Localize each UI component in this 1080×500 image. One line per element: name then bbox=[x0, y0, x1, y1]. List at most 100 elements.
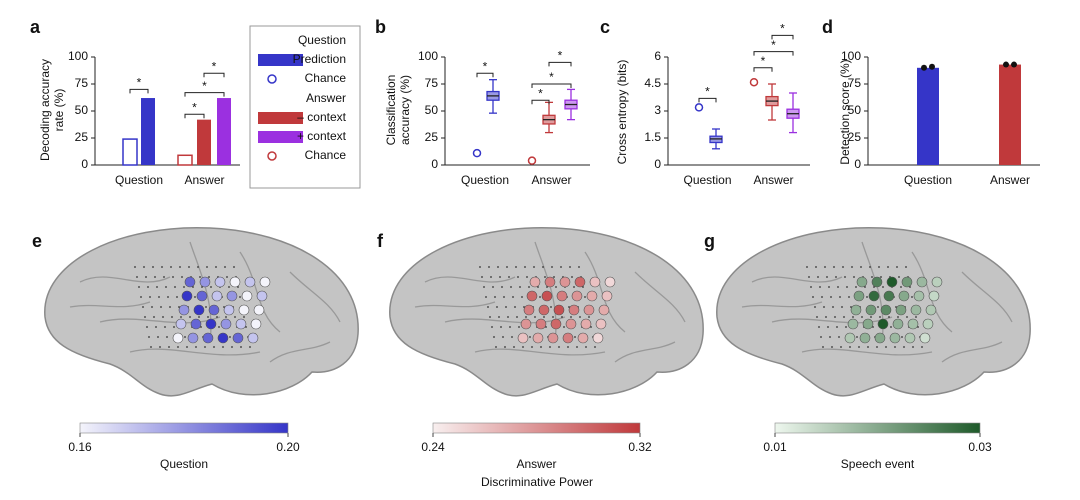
panel-letter: b bbox=[375, 17, 386, 37]
electrode bbox=[565, 318, 577, 330]
grid-dot bbox=[915, 316, 917, 318]
electrode bbox=[568, 304, 580, 316]
significance-bracket bbox=[476, 72, 494, 78]
electrode bbox=[580, 318, 592, 330]
electrode bbox=[202, 332, 214, 344]
electrode bbox=[214, 276, 226, 288]
grid-dot bbox=[848, 296, 850, 298]
grid-dot bbox=[146, 326, 148, 328]
grid-dot bbox=[867, 346, 869, 348]
grid-dot bbox=[542, 266, 544, 268]
grid-dot bbox=[151, 306, 153, 308]
electrode bbox=[523, 304, 535, 316]
significance-bracket bbox=[771, 34, 794, 40]
brain bbox=[389, 226, 704, 397]
electrode bbox=[547, 332, 559, 344]
electrode bbox=[880, 304, 892, 316]
grid-dot bbox=[860, 266, 862, 268]
grid-dot bbox=[528, 286, 530, 288]
brain-sulcus bbox=[771, 316, 893, 324]
grid-dot bbox=[826, 276, 828, 278]
grid-dot bbox=[824, 266, 826, 268]
electrode bbox=[241, 290, 253, 302]
x-tick-label: Question bbox=[115, 173, 163, 187]
grid-dot bbox=[533, 266, 535, 268]
grid-dot bbox=[505, 306, 507, 308]
grid-dot bbox=[156, 286, 158, 288]
electrode bbox=[895, 304, 907, 316]
grid-dot bbox=[150, 346, 152, 348]
legend-marker bbox=[267, 74, 277, 84]
grid-dot bbox=[513, 346, 515, 348]
grid-dot bbox=[498, 316, 500, 318]
grid-dot bbox=[481, 276, 483, 278]
brain-sulcus bbox=[534, 241, 557, 343]
panel-letter: c bbox=[600, 17, 610, 37]
grid-dot bbox=[177, 346, 179, 348]
grid-dot bbox=[188, 266, 190, 268]
grid-dot bbox=[855, 286, 857, 288]
significance-bracket bbox=[698, 97, 717, 103]
significance-bracket bbox=[531, 99, 550, 105]
electrode bbox=[253, 304, 265, 316]
electrode bbox=[901, 276, 913, 288]
grid-dot bbox=[479, 266, 481, 268]
legend-swatch bbox=[258, 54, 303, 66]
bar bbox=[917, 67, 939, 165]
bar bbox=[177, 154, 193, 166]
grid-dot bbox=[543, 316, 545, 318]
grid-dot bbox=[888, 316, 890, 318]
grid-dot bbox=[138, 286, 140, 288]
grid-dot bbox=[539, 296, 541, 298]
electrode bbox=[529, 276, 541, 288]
electrode bbox=[847, 318, 859, 330]
electrode bbox=[931, 276, 943, 288]
panel-letter: d bbox=[822, 17, 833, 37]
y-tick-label: 75 bbox=[75, 76, 89, 90]
grid-dot bbox=[814, 306, 816, 308]
grid-dot bbox=[226, 276, 228, 278]
y-axis-label: Decoding accuracy rate (%) bbox=[38, 58, 66, 162]
grid-dot bbox=[588, 316, 590, 318]
grid-dot bbox=[169, 306, 171, 308]
y-tick-label: 75 bbox=[848, 76, 862, 90]
chance-marker bbox=[527, 156, 537, 165]
electrode bbox=[181, 290, 193, 302]
significance-star: * bbox=[137, 76, 142, 90]
electrode bbox=[853, 290, 865, 302]
grid-dot bbox=[197, 266, 199, 268]
electrode bbox=[904, 332, 916, 344]
panel-letter: g bbox=[704, 231, 715, 251]
grid-dot bbox=[490, 276, 492, 278]
panel-letter: e bbox=[32, 231, 42, 251]
grid-dot bbox=[894, 346, 896, 348]
grid-dot bbox=[216, 316, 218, 318]
electrode bbox=[562, 332, 574, 344]
brain-sulcus bbox=[634, 271, 686, 323]
grid-dot bbox=[896, 266, 898, 268]
electrode bbox=[910, 304, 922, 316]
grid-dot bbox=[488, 266, 490, 268]
brain bbox=[716, 226, 1031, 397]
y-tick-label: 0 bbox=[654, 157, 661, 171]
grid-dot bbox=[224, 266, 226, 268]
y-tick-label: 100 bbox=[68, 49, 88, 63]
grid-dot bbox=[828, 286, 830, 288]
grid-dot bbox=[218, 326, 220, 328]
data-point bbox=[921, 64, 927, 71]
brain-sulcus bbox=[79, 276, 171, 283]
grid-dot bbox=[180, 316, 182, 318]
grid-dot bbox=[573, 286, 575, 288]
legend-swatch bbox=[258, 112, 303, 124]
bar bbox=[217, 98, 231, 165]
electrode bbox=[916, 276, 928, 288]
grid-dot bbox=[213, 346, 215, 348]
grid-dot bbox=[869, 266, 871, 268]
grid-dot bbox=[184, 336, 186, 338]
legend-label: Chance bbox=[305, 148, 347, 162]
grid-dot bbox=[861, 316, 863, 318]
electrode bbox=[205, 318, 217, 330]
grid-dot bbox=[823, 306, 825, 308]
electrode bbox=[886, 276, 898, 288]
electrode bbox=[256, 290, 268, 302]
